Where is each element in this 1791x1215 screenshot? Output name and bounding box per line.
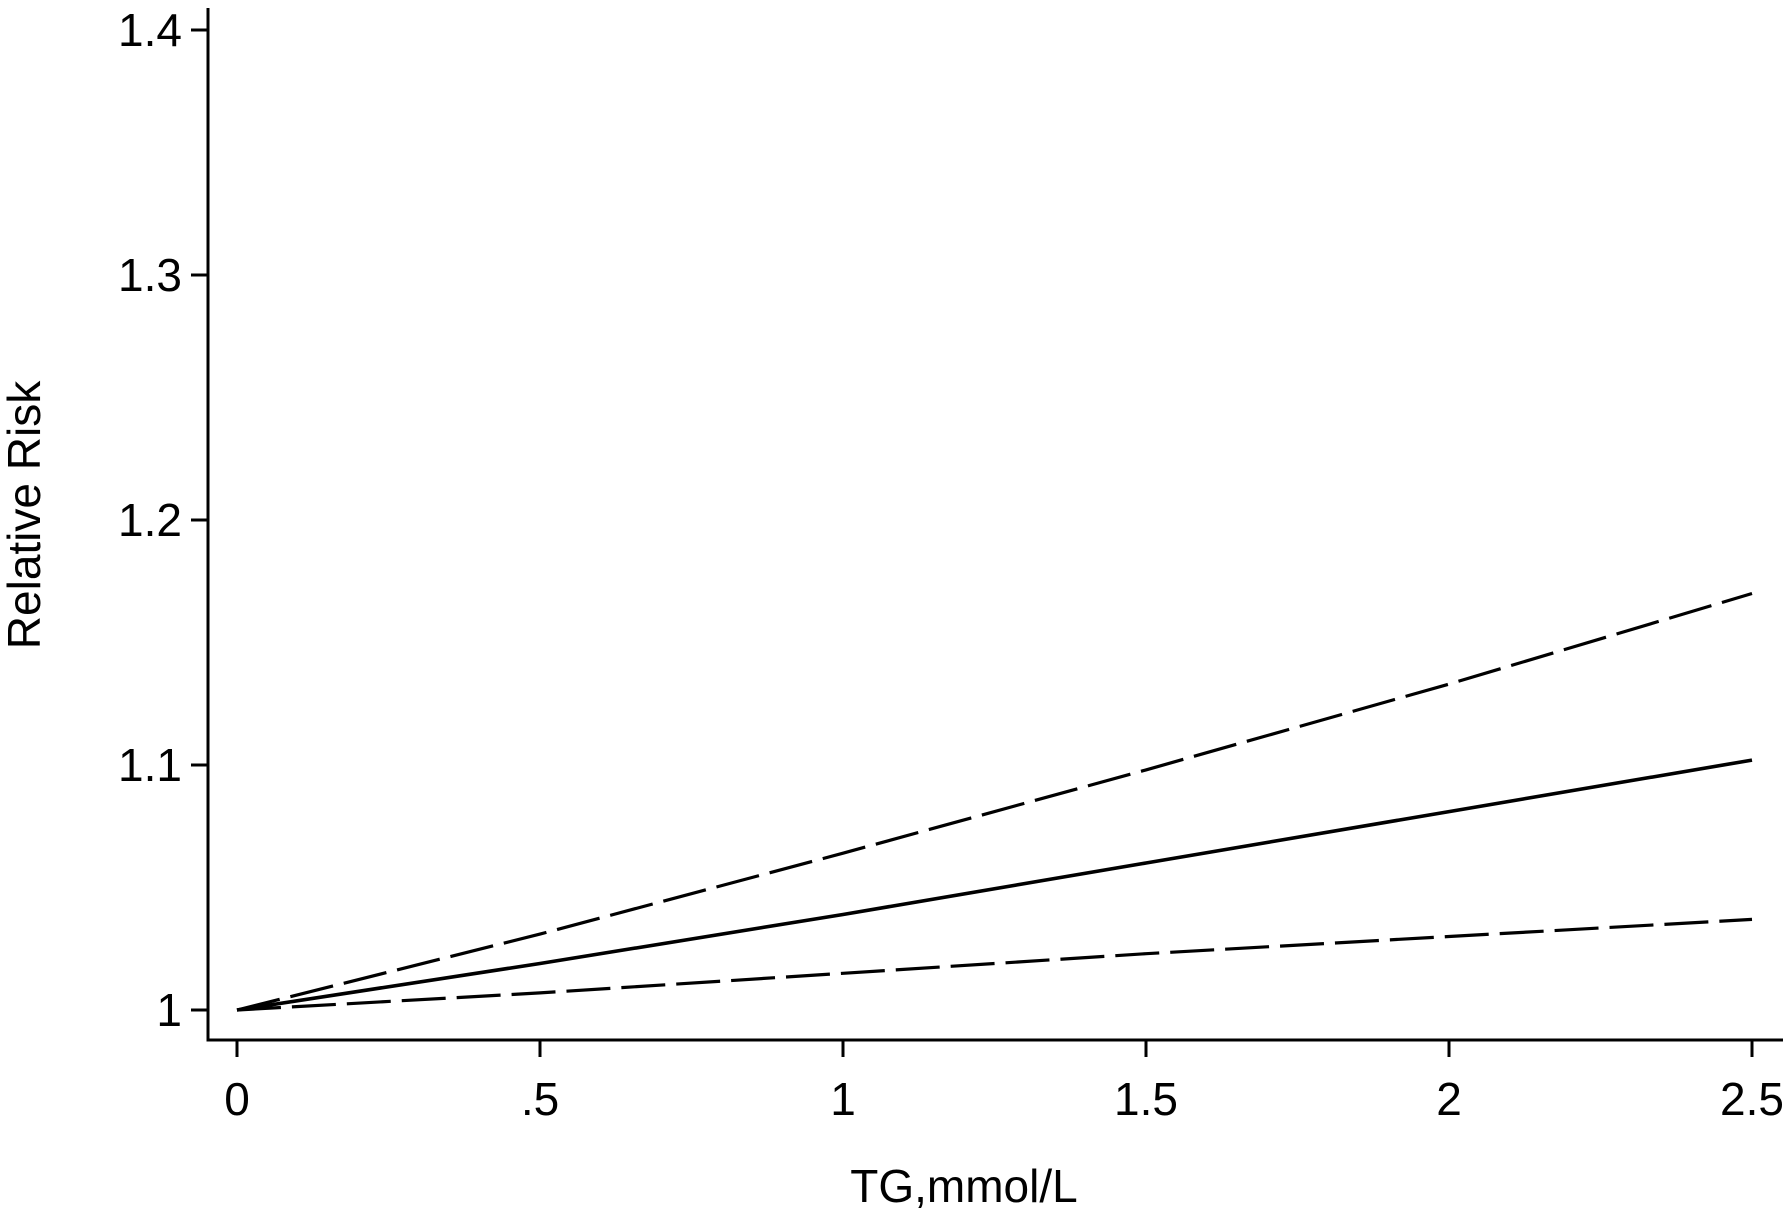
y-tick-label: 1.4 bbox=[118, 4, 182, 56]
x-axis-ticks: 0 .5 1 1.5 2 2.5 bbox=[224, 1040, 1784, 1125]
y-axis-ticks: 1 1.1 1.2 1.3 1.4 bbox=[118, 4, 208, 1036]
y-tick-label: 1.3 bbox=[118, 249, 182, 301]
x-tick-label: 2.5 bbox=[1720, 1073, 1784, 1125]
x-tick-label: .5 bbox=[521, 1073, 559, 1125]
x-tick-label: 1 bbox=[830, 1073, 856, 1125]
ci-line-1 bbox=[236, 591, 1753, 1012]
y-tick-label: 1.2 bbox=[118, 494, 182, 546]
x-tick-label: 0 bbox=[224, 1073, 250, 1125]
ci-line-2 bbox=[236, 917, 1753, 1012]
y-axis-label: Relative Risk bbox=[0, 380, 50, 649]
estimate-line bbox=[236, 758, 1753, 1012]
y-tick-label: 1 bbox=[156, 984, 182, 1036]
x-axis-label: TG,mmol/L bbox=[850, 1160, 1077, 1212]
series-lines bbox=[236, 591, 1753, 1012]
x-tick-label: 1.5 bbox=[1114, 1073, 1178, 1125]
axes bbox=[206, 8, 1783, 1042]
y-tick-label: 1.1 bbox=[118, 739, 182, 791]
x-tick-label: 2 bbox=[1436, 1073, 1462, 1125]
